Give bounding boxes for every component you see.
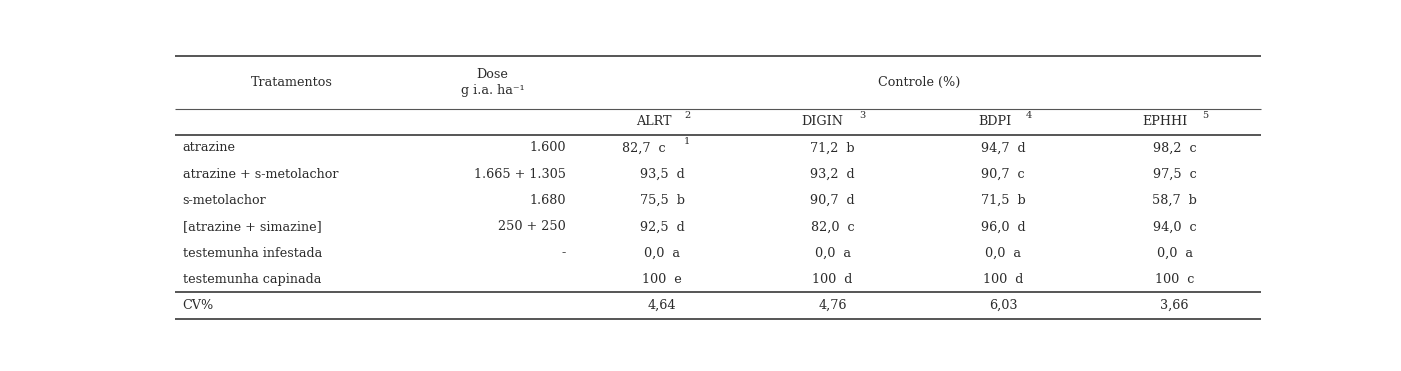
Text: 82,0  c: 82,0 c <box>811 220 855 233</box>
Text: [atrazine + simazine]: [atrazine + simazine] <box>182 220 321 233</box>
Text: 1.680: 1.680 <box>530 194 566 207</box>
Text: 250 + 250: 250 + 250 <box>499 220 566 233</box>
Text: 90,7  c: 90,7 c <box>981 168 1026 181</box>
Text: 6,03: 6,03 <box>989 299 1017 312</box>
Text: s-metolachor: s-metolachor <box>182 194 266 207</box>
Text: g i.a. ha⁻¹: g i.a. ha⁻¹ <box>461 84 524 97</box>
Text: 90,7  d: 90,7 d <box>810 194 855 207</box>
Text: 58,7  b: 58,7 b <box>1152 194 1196 207</box>
Text: CV%: CV% <box>182 299 214 312</box>
Text: 5: 5 <box>1202 111 1208 120</box>
Text: 0,0  a: 0,0 a <box>985 247 1021 260</box>
Text: 3,66: 3,66 <box>1160 299 1189 312</box>
Text: 71,5  b: 71,5 b <box>981 194 1026 207</box>
Text: Tratamentos: Tratamentos <box>251 76 333 89</box>
Text: 0,0  a: 0,0 a <box>814 247 850 260</box>
Text: EPHHI: EPHHI <box>1142 115 1188 128</box>
Text: 1.600: 1.600 <box>530 141 566 154</box>
Text: 93,5  d: 93,5 d <box>640 168 685 181</box>
Text: 4,76: 4,76 <box>818 299 846 312</box>
Text: 96,0  d: 96,0 d <box>981 220 1026 233</box>
Text: Dose: Dose <box>476 68 509 81</box>
Text: 0,0  a: 0,0 a <box>644 247 679 260</box>
Text: 100  d: 100 d <box>984 273 1023 286</box>
Text: testemunha infestada: testemunha infestada <box>182 247 322 260</box>
Text: 94,7  d: 94,7 d <box>981 141 1026 154</box>
Text: atrazine: atrazine <box>182 141 235 154</box>
Text: 0,0  a: 0,0 a <box>1157 247 1192 260</box>
Text: 75,5  b: 75,5 b <box>640 194 685 207</box>
Text: 92,5  d: 92,5 d <box>640 220 685 233</box>
Text: Controle (%): Controle (%) <box>877 76 960 89</box>
Text: 100  d: 100 d <box>813 273 853 286</box>
Text: 2: 2 <box>685 111 691 120</box>
Text: testemunha capinada: testemunha capinada <box>182 273 321 286</box>
Text: 98,2  c: 98,2 c <box>1153 141 1196 154</box>
Text: 93,2  d: 93,2 d <box>810 168 855 181</box>
Text: ALRT: ALRT <box>636 115 672 128</box>
Text: -: - <box>562 247 566 260</box>
Text: atrazine + s-metolachor: atrazine + s-metolachor <box>182 168 338 181</box>
Text: BDPI: BDPI <box>978 115 1012 128</box>
Text: 1.665 + 1.305: 1.665 + 1.305 <box>474 168 566 181</box>
Text: 1: 1 <box>684 137 689 146</box>
Text: 97,5  c: 97,5 c <box>1153 168 1196 181</box>
Text: 94,0  c: 94,0 c <box>1153 220 1196 233</box>
Text: 82,7  c: 82,7 c <box>622 141 665 154</box>
Text: DIGIN: DIGIN <box>801 115 843 128</box>
Text: 4,64: 4,64 <box>647 299 677 312</box>
Text: 3: 3 <box>860 111 866 120</box>
Text: 4: 4 <box>1026 111 1033 120</box>
Text: 100  c: 100 c <box>1154 273 1194 286</box>
Text: 100  e: 100 e <box>642 273 682 286</box>
Text: 71,2  b: 71,2 b <box>810 141 855 154</box>
